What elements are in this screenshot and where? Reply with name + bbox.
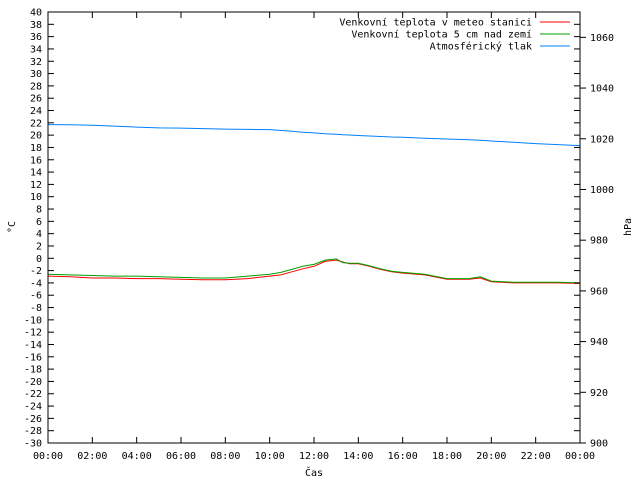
x-tick-label: 16:00 [388,451,418,462]
plot-lines [47,124,581,284]
y2-tick-label: 940 [590,337,608,348]
y-tick-label: 36 [30,32,42,43]
x-tick-label: 04:00 [122,451,152,462]
y-tick-label: 18 [30,143,42,154]
y-tick-label: 22 [30,118,42,129]
series-line-3 [47,124,581,147]
y-tick-label: -16 [24,352,42,363]
y-tick-label: 14 [30,168,42,179]
y-tick-label: -24 [24,402,42,413]
y-tick-label: -14 [24,340,42,351]
y2-tick-label: 900 [590,439,608,450]
y-tick-label: 24 [30,106,42,117]
x-tick-label: 14:00 [343,451,373,462]
y-tick-label: -4 [30,278,42,289]
y-tick-label: -18 [24,365,42,376]
x-tick-label: 22:00 [521,451,551,462]
y2-tick-label: 1060 [590,33,614,44]
y-tick-label: 26 [30,94,42,105]
y-tick-label: -26 [24,414,42,425]
y2-tick-label: 1040 [590,84,614,95]
x-tick-label: 10:00 [255,451,285,462]
y2-tick-labels: 1060 1040 1020 1000 980 960 940 920 900 [590,33,614,450]
y-tick-label: 12 [30,180,42,191]
y-tick-label: 4 [36,229,42,240]
y-tick-label: 0 [36,254,42,265]
y-axis-label: °C [7,221,18,233]
legend: Venkovní teplota v meteo staniciVenkovní… [339,17,570,53]
y-tick-label: -28 [24,426,42,437]
x-axis-label: Čas [305,466,323,479]
x-tick-label: 06:00 [166,451,196,462]
y-tick-label: 34 [30,44,42,55]
x-tick-label: 18:00 [432,451,462,462]
y-tick-label: 40 [30,8,42,19]
y-tick-label: -30 [24,439,42,450]
y-tick-label: -12 [24,328,42,339]
y2-tick-label: 1020 [590,134,614,145]
y-tick-label: -6 [30,291,42,302]
y-tick-label: -2 [30,266,42,277]
y-tick-label: 6 [36,217,42,228]
y-tick-label: 16 [30,155,42,166]
y-tick-label: 32 [30,57,42,68]
y-tick-label: 28 [30,81,42,92]
plot-frame [47,11,581,444]
x-tick-label: 12:00 [299,451,329,462]
y-tick-label: -8 [30,303,42,314]
y-tick-label: 20 [30,131,42,142]
y-tick-label: 2 [36,241,42,252]
legend-label: Atmosférický tlak [430,41,532,53]
y2-tick-label: 920 [590,388,608,399]
x-tick-labels: 00:00 02:00 04:00 06:00 08:00 10:00 12:00 14:00… [33,451,595,462]
y2-tick-label: 960 [590,286,608,297]
y-tick-label: -10 [24,315,42,326]
x-tick-label: 00:00 [565,451,595,462]
y-tick-label: -20 [24,377,42,388]
y-tick-label: 30 [30,69,42,80]
axis-ticks [47,11,586,444]
y-tick-label: 38 [30,20,42,31]
x-tick-label: 08:00 [210,451,240,462]
series-line-1 [47,259,581,284]
legend-label: Venkovní teplota 5 cm nad zemí [351,29,532,41]
x-tick-label: 20:00 [476,451,506,462]
y2-tick-label: 1000 [590,185,614,196]
y2-axis-label: hPa [623,218,634,236]
x-tick-label: 00:00 [33,451,63,462]
series-line-2 [47,258,581,284]
y-tick-label: -22 [24,389,42,400]
x-tick-label: 02:00 [77,451,107,462]
y2-tick-label: 980 [590,236,608,247]
y-tick-label: 10 [30,192,42,203]
y-tick-labels: 4038363432302826242220181614121086420-2-… [24,8,42,450]
legend-label: Venkovní teplota v meteo stanici [339,17,532,29]
y-tick-label: 8 [36,205,42,216]
